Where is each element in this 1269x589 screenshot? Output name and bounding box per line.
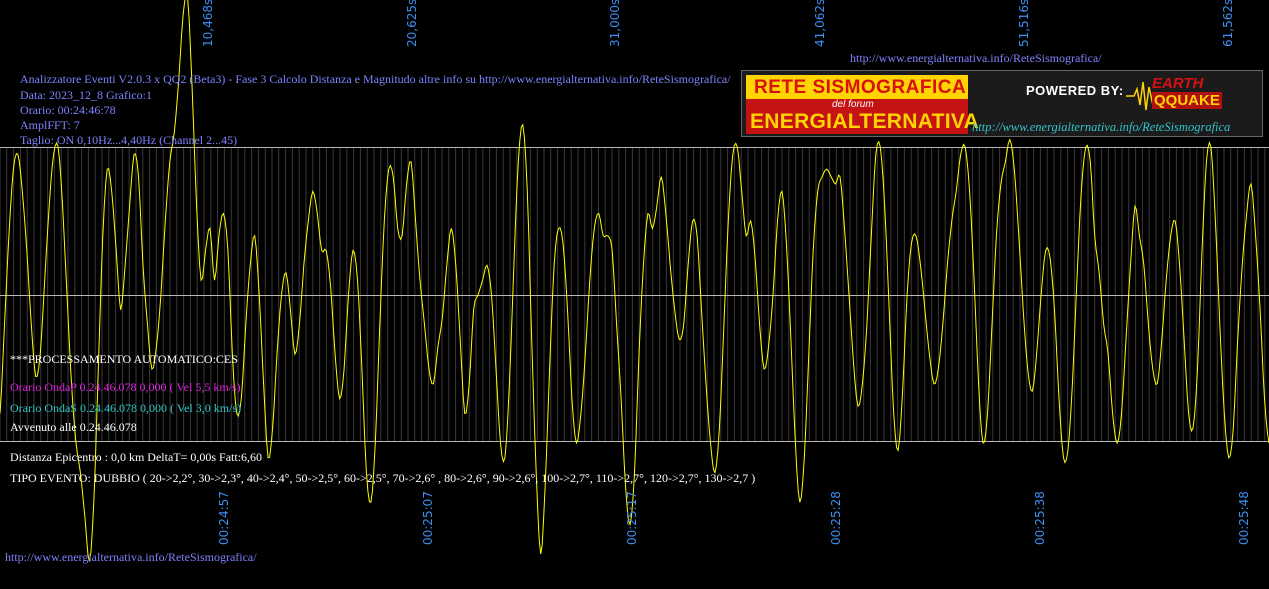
onda-s-label: Orario OndaS 0.24.46.078 0,000 ( Vel 3,0… bbox=[10, 401, 242, 415]
top-tick-label: 10,468s bbox=[201, 0, 215, 47]
horizontal-gridlines bbox=[0, 147, 1269, 442]
top-tick-label: 31,000s bbox=[608, 0, 622, 47]
processing-title: ***PROCESSAMENTO AUTOMATICO:CES bbox=[10, 352, 238, 366]
banner-title: RETE SISMOGRAFICA bbox=[754, 77, 967, 98]
avvenuto-label: Avvenuto alle 0.24.46.078 bbox=[10, 420, 137, 434]
seismic-trace-layer bbox=[0, 0, 1269, 562]
bottom-tick-label: 00:25:17 bbox=[625, 491, 639, 545]
vertical-gridlines bbox=[0, 147, 1266, 441]
rete-sismografica-banner[interactable]: RETE SISMOGRAFICA del forum ENERGIALTERN… bbox=[741, 70, 1263, 137]
banner-red-block: del forum ENERGIALTERNATIVA bbox=[746, 99, 979, 134]
bottom-tick-label: 00:25:28 bbox=[829, 491, 843, 545]
amplfft-label: AmplFFT: 7 bbox=[20, 118, 80, 132]
powered-by-label: POWERED BY: bbox=[1026, 83, 1124, 98]
top-tick-label: 61,562s bbox=[1221, 0, 1235, 47]
banner-forum-name: ENERGIALTERNATIVA bbox=[750, 110, 980, 133]
bottom-url-link[interactable]: http://www.energialternativa.info/ReteSi… bbox=[5, 550, 257, 564]
time-label: Orario: 00:24:46:78 bbox=[20, 103, 116, 117]
banner-yellow-block: RETE SISMOGRAFICA bbox=[746, 75, 968, 99]
analyzer-title: Analizzatore Eventi V2.0.3 x QQ2 (Beta3)… bbox=[20, 72, 731, 86]
banner-subtitle: del forum bbox=[832, 99, 874, 110]
top-tick-label: 20,625s bbox=[405, 0, 419, 47]
tipo-evento-label: TIPO EVENTO: DUBBIO ( 20->2,2°, 30->2,3°… bbox=[10, 471, 756, 485]
bottom-tick-label: 00:25:07 bbox=[421, 491, 435, 545]
top-url-link[interactable]: http://www.energialternativa.info/ReteSi… bbox=[850, 51, 1102, 65]
filter-label: Taglio: ON 0,10Hz...4,40Hz (Channel 2...… bbox=[20, 133, 238, 147]
onda-p-label: Orario OndaP 0.24.46.078 0,000 ( Vel 5,5… bbox=[10, 380, 241, 394]
distanza-label: Distanza Epicentro : 0,0 km DeltaT= 0,00… bbox=[10, 450, 263, 464]
seismic-trace-line bbox=[0, 0, 1269, 562]
bottom-tick-label: 00:25:48 bbox=[1237, 491, 1251, 545]
qquake-logo-text: QQUAKE bbox=[1152, 92, 1222, 109]
earth-logo-text: EARTH bbox=[1152, 75, 1204, 92]
banner-url: http://www.energialternativa.info/ReteSi… bbox=[972, 120, 1231, 134]
bottom-tick-label: 00:24:57 bbox=[217, 491, 231, 545]
top-tick-label: 41,062s bbox=[813, 0, 827, 47]
top-tick-label: 51,516s bbox=[1017, 0, 1031, 47]
bottom-tick-label: 00:25:38 bbox=[1033, 491, 1047, 545]
date-label: Data: 2023_12_8 Grafico:1 bbox=[20, 88, 152, 102]
